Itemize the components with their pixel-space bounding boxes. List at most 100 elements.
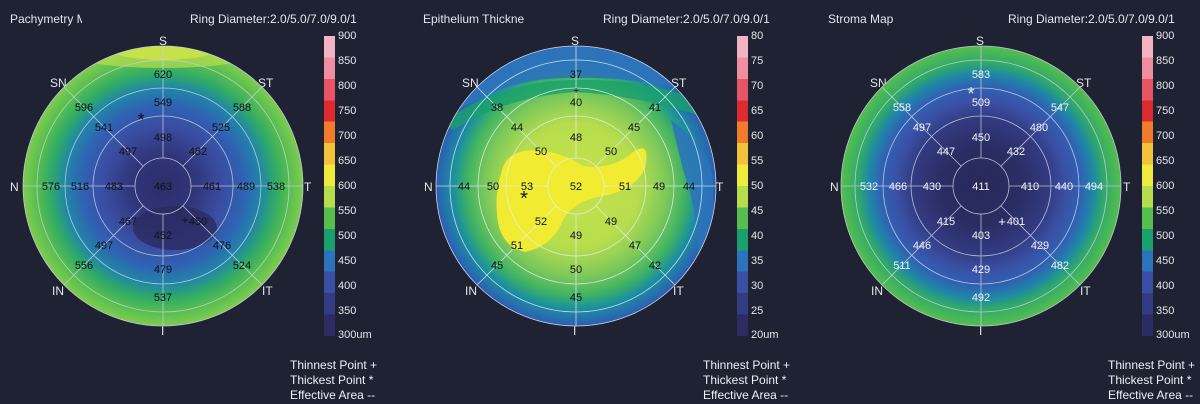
legend-label: 800 <box>1156 80 1175 92</box>
color-scale-bar <box>737 36 748 336</box>
zone-value-r2-i: 403 <box>972 230 990 242</box>
legend-label: 600 <box>1156 180 1175 192</box>
legend-label: 350 <box>338 305 357 317</box>
legend-label: 55 <box>751 155 764 167</box>
zone-value-r2-st: 50 <box>605 146 617 158</box>
pachymetry-map: 463 498 482 461 450 452 467 483 497 549 … <box>22 45 304 327</box>
stroma-panel: Stroma Map Ring Diameter:2.0/5.0/7.0/9.0… <box>818 0 1200 404</box>
direction-label-n: N <box>10 180 19 194</box>
effective-area-note: Effective Area -- <box>1108 388 1194 402</box>
direction-label-i: I <box>979 324 983 338</box>
zone-value-r2-n: 430 <box>923 181 941 193</box>
zone-value-r3-it: 476 <box>213 240 231 252</box>
zone-value-r3-st: 45 <box>628 122 640 134</box>
zone-value-r3-st: 525 <box>212 122 230 134</box>
zone-value-r2-t: 51 <box>619 181 631 193</box>
zone-value-r4-it: 42 <box>649 260 661 272</box>
ring-diameter-info: Ring Diameter:2.0/5.0/7.0/9.0/1 <box>1008 12 1175 26</box>
zone-value-r2-i: 49 <box>570 230 582 242</box>
zone-value-r3-i: 479 <box>154 264 172 276</box>
zone-value-r3-s: 40 <box>570 97 582 109</box>
zone-value-r4-t: 494 <box>1085 181 1103 193</box>
zone-value-r3-sn: 44 <box>511 122 523 134</box>
zone-value-r2-sn: 497 <box>119 146 137 158</box>
legend-label: 300um <box>338 329 372 341</box>
zone-value-r2-s: 450 <box>972 132 990 144</box>
zone-value-r2-st: 432 <box>1007 146 1025 158</box>
legend-label: 40 <box>751 230 764 242</box>
zone-value-r3-it: 47 <box>629 240 641 252</box>
map-title: Epithelium Thickne <box>423 12 525 26</box>
zone-value-r4-st: 41 <box>649 102 661 114</box>
legend-label: 450 <box>338 255 357 267</box>
zone-value-r4-s: 620 <box>154 69 172 81</box>
zone-value-r4-it: 482 <box>1051 260 1069 272</box>
legend-label: 450 <box>1156 255 1175 267</box>
zone-value-r4-st: 547 <box>1051 102 1069 114</box>
direction-label-t: T <box>716 180 724 194</box>
legend-label: 350 <box>1156 305 1175 317</box>
zone-value-r4-sn: 558 <box>893 102 911 114</box>
legend-label: 750 <box>338 105 357 117</box>
zone-value-r2-s: 48 <box>570 132 582 144</box>
map-notes: Thinnest Point + Thickest Point * Effect… <box>1108 358 1195 403</box>
zone-value-r3-in: 446 <box>913 240 931 252</box>
direction-label-s: S <box>976 34 985 48</box>
legend-label: 650 <box>1156 155 1175 167</box>
legend-label: 700 <box>338 130 357 142</box>
zone-value-r4-sn: 38 <box>491 102 503 114</box>
zone-value-r2-sn: 447 <box>937 146 955 158</box>
zone-value-r3-t: 489 <box>237 181 255 193</box>
zone-value-r3-it: 429 <box>1031 240 1049 252</box>
zone-value-r4-sn: 596 <box>75 102 93 114</box>
thinnest-point-note: Thinnest Point + <box>1108 358 1196 372</box>
zone-value-r3-n: 50 <box>487 181 499 193</box>
direction-label-in: IN <box>871 284 883 298</box>
legend-label: 650 <box>338 155 357 167</box>
zone-value-r2-in: 467 <box>119 216 137 228</box>
zone-value-r4-s: 37 <box>570 69 582 81</box>
direction-label-i: I <box>161 324 165 338</box>
direction-label-sn: SN <box>50 76 67 90</box>
zone-value-r3-s: 549 <box>154 97 172 109</box>
legend-label: 45 <box>751 205 764 217</box>
legend-label: 550 <box>338 205 357 217</box>
zone-value-r2-t: 461 <box>203 181 221 193</box>
zone-value-r4-in: 556 <box>75 260 93 272</box>
zone-value-r2-it: 401 <box>1007 216 1025 228</box>
zone-value-r2-in: 52 <box>535 216 547 228</box>
legend-label: 80 <box>751 30 764 42</box>
thickest-point-marker: * <box>137 110 144 130</box>
direction-label-in: IN <box>465 284 477 298</box>
thickest-point-note: Thickest Point * <box>290 373 374 387</box>
zone-value-r4-s: 583 <box>972 69 990 81</box>
zone-value-r4-i: 492 <box>972 292 990 304</box>
thinnest-point-marker: + <box>573 86 579 97</box>
pachymetry-panel: Pachymetry M Ring Diameter:2.0/5.0/7.0/9… <box>0 0 400 404</box>
zone-value-r3-n: 516 <box>71 181 89 193</box>
map-notes: Thinnest Point + Thickest Point * Effect… <box>290 358 377 403</box>
zone-value-r3-i: 50 <box>570 264 582 276</box>
zone-value-r4-in: 45 <box>491 260 503 272</box>
map-notes: Thinnest Point + Thickest Point * Effect… <box>703 358 790 403</box>
zone-value-r4-t: 538 <box>267 181 285 193</box>
legend-label: 400 <box>338 280 357 292</box>
thinnest-point-marker: + <box>998 214 1006 229</box>
map-title: Pachymetry M <box>10 12 82 26</box>
zone-value-r3-t: 440 <box>1055 181 1073 193</box>
legend-label: 600 <box>338 180 357 192</box>
zone-value-r2-t: 410 <box>1021 181 1039 193</box>
zone-value-r3-n: 466 <box>889 181 907 193</box>
zone-value-r3-i: 429 <box>972 264 990 276</box>
direction-label-s: S <box>571 34 580 48</box>
direction-label-t: T <box>1123 180 1131 194</box>
center-value: 52 <box>570 181 582 193</box>
zone-value-r4-n: 44 <box>458 181 470 193</box>
legend-label: 75 <box>751 55 764 67</box>
zone-value-r2-s: 498 <box>154 132 172 144</box>
legend-label: 700 <box>1156 130 1175 142</box>
stroma-map: 411 450 432 410 401 403 415 430 447 509 … <box>840 45 1122 327</box>
effective-area-note: Effective Area -- <box>703 388 789 402</box>
legend-label: 50 <box>751 180 764 192</box>
effective-area-note: Effective Area -- <box>290 388 376 402</box>
